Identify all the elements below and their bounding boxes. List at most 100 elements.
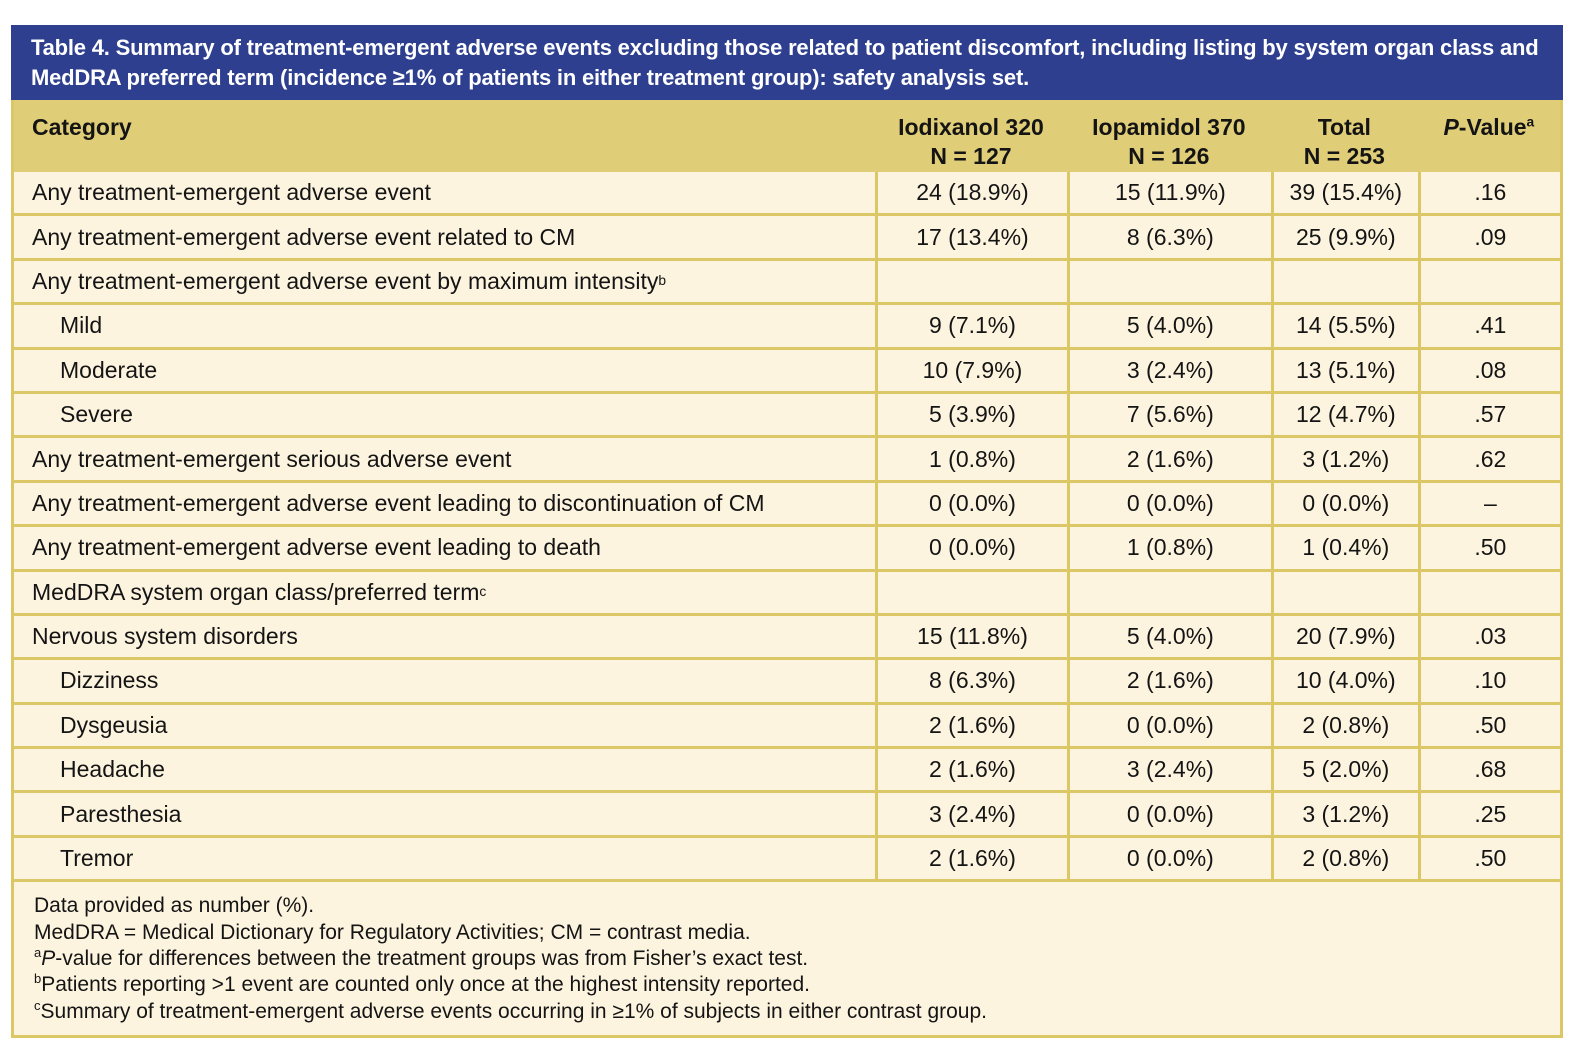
column-header-iopamidol: Iopamidol 370 N = 126 xyxy=(1067,100,1271,172)
table-row: Paresthesia 3 (2.4%) 0 (0.0%) 3 (1.2%) .… xyxy=(14,793,1560,838)
table-row: Any treatment-emergent serious adverse e… xyxy=(14,438,1560,483)
cell-iodixanol: 0 (0.0%) xyxy=(875,527,1067,569)
cell-total: 14 (5.5%) xyxy=(1270,305,1418,347)
row-label: Paresthesia xyxy=(60,800,182,827)
cell-iodixanol: 15 (11.8%) xyxy=(875,615,1067,658)
row-category: Dysgeusia xyxy=(14,705,875,746)
cell-pvalue: .50 xyxy=(1417,704,1560,747)
row-label: Headache xyxy=(60,756,165,783)
pvalue-italic-p: P xyxy=(1443,114,1459,140)
table-row: Mild 9 (7.1%) 5 (4.0%) 14 (5.5%) .41 xyxy=(14,305,1560,350)
cell-iodixanol: 9 (7.1%) xyxy=(875,305,1067,347)
cell-total: 13 (5.1%) xyxy=(1270,349,1418,391)
column-header-iopamidol-name: Iopamidol 370 xyxy=(1092,114,1246,140)
footnote-line: aP-value for differences between the tre… xyxy=(34,946,1540,972)
cell-pvalue: .03 xyxy=(1417,615,1560,658)
row-category: Paresthesia xyxy=(14,793,875,834)
cell-iopamidol xyxy=(1066,260,1271,303)
cell-pvalue: .08 xyxy=(1417,349,1560,391)
cell-iodixanol: 2 (1.6%) xyxy=(875,837,1067,880)
table-row: Any treatment-emergent adverse event 24 … xyxy=(14,172,1560,217)
cell-iodixanol: 0 (0.0%) xyxy=(875,482,1067,525)
row-label: Severe xyxy=(60,401,133,428)
footnote-superscript: b xyxy=(34,971,42,987)
row-category: Any treatment-emergent adverse event lea… xyxy=(14,483,875,524)
row-category: Headache xyxy=(14,749,875,790)
cell-total: 2 (0.8%) xyxy=(1270,837,1418,880)
pvalue-superscript: a xyxy=(1526,114,1535,130)
row-label: MedDRA system organ class/preferred term xyxy=(32,578,480,605)
cell-iopamidol: 2 (1.6%) xyxy=(1066,660,1271,702)
footnote-superscript: c xyxy=(34,997,41,1013)
cell-iodixanol: 1 (0.8%) xyxy=(875,438,1067,480)
cell-pvalue: .50 xyxy=(1417,527,1560,569)
table-row: Any treatment-emergent adverse event lea… xyxy=(14,482,1560,528)
table-row: Any treatment-emergent adverse event rel… xyxy=(14,216,1560,261)
table-4: Table 4. Summary of treatment-emergent a… xyxy=(11,25,1563,1039)
table-rows: Any treatment-emergent adverse event 24 … xyxy=(14,172,1560,883)
footnote-line: cSummary of treatment-emergent adverse e… xyxy=(34,999,1540,1025)
column-header-iodixanol: Iodixanol 320 N = 127 xyxy=(875,100,1067,172)
table-row: Severe 5 (3.9%) 7 (5.6%) 12 (4.7%) .57 xyxy=(14,393,1560,439)
footnote-text: Patients reporting >1 event are counted … xyxy=(41,973,810,997)
column-header-pvalue: P-Valuea xyxy=(1418,100,1560,172)
table-row: Headache 2 (1.6%) 3 (2.4%) 5 (2.0%) .68 xyxy=(14,749,1560,794)
cell-pvalue: .09 xyxy=(1417,216,1560,258)
row-label: Any treatment-emergent adverse event xyxy=(32,179,431,206)
row-label: Dizziness xyxy=(60,667,159,694)
row-label: Any treatment-emergent adverse event by … xyxy=(32,267,659,294)
cell-iopamidol: 0 (0.0%) xyxy=(1066,482,1271,525)
cell-iodixanol: 17 (13.4%) xyxy=(875,216,1067,258)
table-row: Nervous system disorders 15 (11.8%) 5 (4… xyxy=(14,615,1560,661)
row-category: Any treatment-emergent adverse event lea… xyxy=(14,527,875,568)
footnote-line: Data provided as number (%). xyxy=(34,893,1540,919)
row-category: Any treatment-emergent adverse event rel… xyxy=(14,216,875,257)
row-category: Any treatment-emergent adverse event by … xyxy=(32,267,667,294)
cell-total: 1 (0.4%) xyxy=(1270,527,1418,569)
row-category: Dizziness xyxy=(14,660,875,701)
cell-iopamidol: 8 (6.3%) xyxy=(1066,216,1271,258)
cell-total: 5 (2.0%) xyxy=(1270,749,1418,791)
column-header-total-name: Total xyxy=(1317,114,1371,140)
row-category: Any treatment-emergent serious adverse e… xyxy=(14,438,875,479)
cell-iodixanol: 2 (1.6%) xyxy=(875,704,1067,747)
footnote-text: Summary of treatment-emergent adverse ev… xyxy=(40,999,987,1023)
cell-total: 3 (1.2%) xyxy=(1270,438,1418,480)
pvalue-rest: -Value xyxy=(1458,114,1527,140)
cell-iopamidol: 1 (0.8%) xyxy=(1066,527,1271,569)
cell-iopamidol: 5 (4.0%) xyxy=(1066,615,1271,658)
row-label: Moderate xyxy=(60,356,158,383)
cell-iopamidol xyxy=(1066,571,1271,613)
row-label: Any treatment-emergent serious adverse e… xyxy=(32,445,512,472)
table-body: Category Iodixanol 320 N = 127 Iopamidol… xyxy=(11,100,1563,1039)
column-header-category: Category xyxy=(32,114,132,140)
cell-iodixanol xyxy=(875,260,1067,303)
cell-iopamidol: 5 (4.0%) xyxy=(1066,305,1271,347)
cell-pvalue: .10 xyxy=(1417,660,1560,702)
cell-total: 25 (9.9%) xyxy=(1270,216,1418,258)
column-header-total-n: N = 253 xyxy=(1303,143,1385,169)
cell-iopamidol: 0 (0.0%) xyxy=(1066,704,1271,747)
table-row: Dysgeusia 2 (1.6%) 0 (0.0%) 2 (0.8%) .50 xyxy=(14,704,1560,750)
table-row-section: Any treatment-emergent adverse event by … xyxy=(14,260,1560,306)
footnote-text: Data provided as number (%). xyxy=(34,894,315,918)
row-label: Any treatment-emergent adverse event lea… xyxy=(32,534,601,561)
cell-iodixanol: 10 (7.9%) xyxy=(875,349,1067,391)
column-header-total: Total N = 253 xyxy=(1271,100,1418,172)
cell-iopamidol: 0 (0.0%) xyxy=(1066,837,1271,880)
table-row: Moderate 10 (7.9%) 3 (2.4%) 13 (5.1%) .0… xyxy=(14,349,1560,394)
cell-pvalue xyxy=(1417,571,1560,613)
cell-pvalue: .62 xyxy=(1417,438,1560,480)
footnote-text: MedDRA = Medical Dictionary for Regulato… xyxy=(34,920,751,944)
row-label: Mild xyxy=(60,312,103,339)
row-category: Severe xyxy=(14,394,875,435)
cell-iopamidol: 7 (5.6%) xyxy=(1066,393,1271,436)
cell-iopamidol: 0 (0.0%) xyxy=(1066,793,1271,835)
cell-total: 20 (7.9%) xyxy=(1270,615,1418,658)
row-category: Mild xyxy=(14,305,875,346)
cell-total: 3 (1.2%) xyxy=(1270,793,1418,835)
cell-total: 39 (15.4%) xyxy=(1270,172,1418,214)
cell-pvalue: .50 xyxy=(1417,837,1560,880)
cell-iopamidol: 2 (1.6%) xyxy=(1066,438,1271,480)
